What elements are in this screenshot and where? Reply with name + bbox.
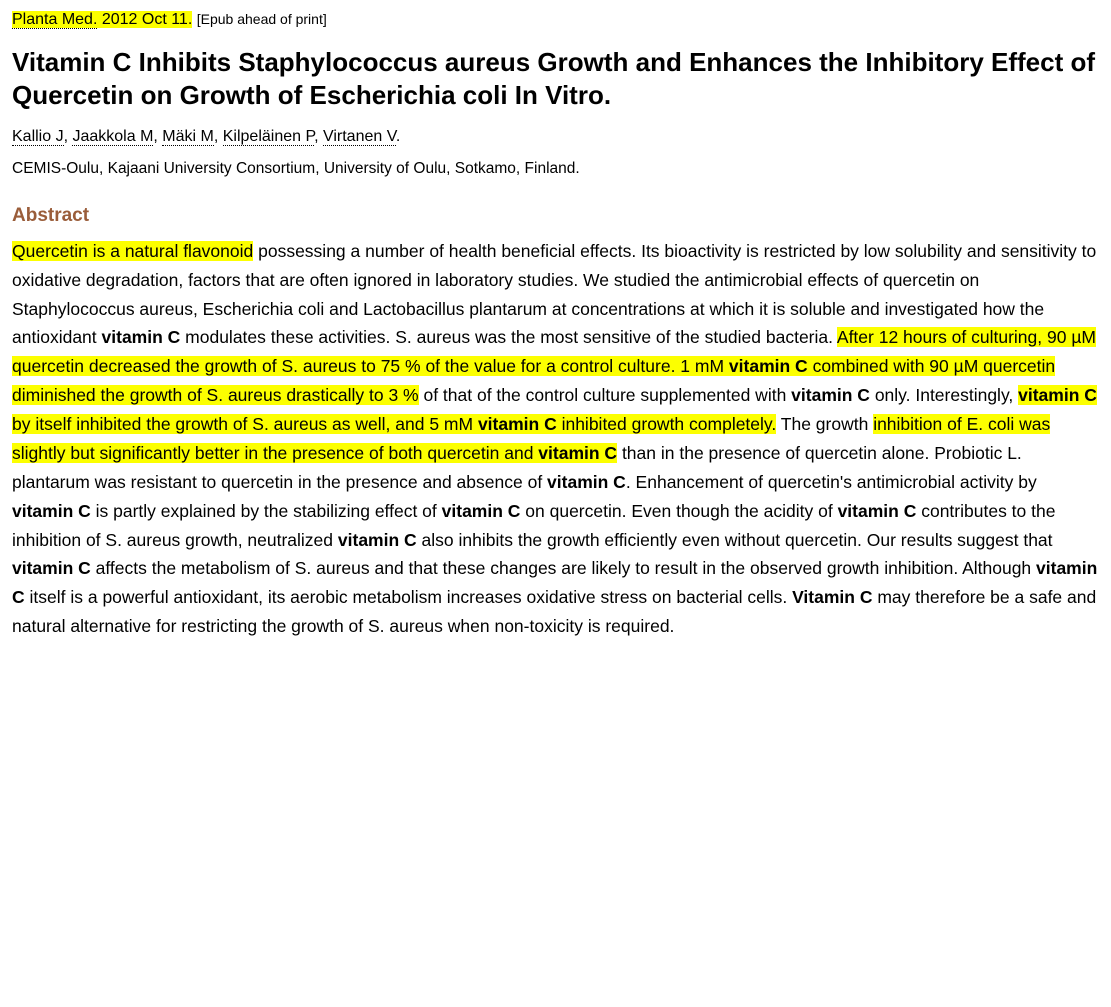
abstract-text: only. Interestingly, bbox=[870, 385, 1018, 405]
abstract-text: vitamin C bbox=[838, 501, 917, 521]
abstract-text: inhibited growth completely. bbox=[557, 414, 777, 434]
abstract-text: vitamin C bbox=[538, 443, 617, 463]
citation-line: Planta Med. 2012 Oct 11. [Epub ahead of … bbox=[12, 8, 1099, 32]
abstract-heading: Abstract bbox=[12, 202, 1099, 231]
author-link[interactable]: Jaakkola M bbox=[72, 128, 153, 146]
abstract-text: vitamin C bbox=[338, 530, 417, 550]
abstract-text: on quercetin. Even though the acidity of bbox=[520, 501, 837, 521]
abstract-text: . Enhancement of quercetin's antimicrobi… bbox=[626, 472, 1037, 492]
author-list: Kallio J, Jaakkola M, Mäki M, Kilpeläine… bbox=[12, 125, 1099, 149]
abstract-text: vitamin C bbox=[102, 327, 181, 347]
abstract-text: Quercetin is a natural flavonoid bbox=[12, 241, 253, 261]
author-link[interactable]: Kallio J bbox=[12, 128, 64, 146]
abstract-body: Quercetin is a natural flavonoid possess… bbox=[12, 237, 1099, 641]
abstract-text: vitamin C bbox=[1018, 385, 1097, 405]
abstract-text: by itself inhibited the growth of S. aur… bbox=[12, 414, 478, 434]
citation-date: 2012 Oct 11. bbox=[102, 11, 192, 28]
abstract-text: vitamin C bbox=[729, 356, 808, 376]
abstract-text: itself is a powerful antioxidant, its ae… bbox=[25, 587, 792, 607]
abstract-text: affects the metabolism of S. aureus and … bbox=[91, 558, 1036, 578]
author-link[interactable]: Mäki M bbox=[162, 128, 214, 146]
journal-link[interactable]: Planta Med. bbox=[12, 11, 97, 29]
article-title: Vitamin C Inhibits Staphylococcus aureus… bbox=[12, 46, 1099, 111]
author-link[interactable]: Virtanen V bbox=[323, 128, 396, 146]
abstract-text: vitamin C bbox=[791, 385, 870, 405]
epub-label: [Epub ahead of print] bbox=[197, 11, 327, 27]
abstract-text: vitamin C bbox=[547, 472, 626, 492]
abstract-text: vitamin C bbox=[442, 501, 521, 521]
author-link[interactable]: Kilpeläinen P bbox=[223, 128, 314, 146]
abstract-text: vitamin C bbox=[12, 558, 91, 578]
abstract-text: is partly explained by the stabilizing e… bbox=[91, 501, 442, 521]
abstract-text: The growth bbox=[776, 414, 873, 434]
abstract-text: vitamin C bbox=[12, 501, 91, 521]
abstract-text: of that of the control culture supplemen… bbox=[419, 385, 792, 405]
abstract-text: also inhibits the growth efficiently eve… bbox=[417, 530, 1053, 550]
abstract-text: Vitamin C bbox=[792, 587, 872, 607]
abstract-text: modulates these activities. S. aureus wa… bbox=[180, 327, 837, 347]
abstract-text: vitamin C bbox=[478, 414, 557, 434]
affiliation: CEMIS-Oulu, Kajaani University Consortiu… bbox=[12, 157, 1099, 180]
